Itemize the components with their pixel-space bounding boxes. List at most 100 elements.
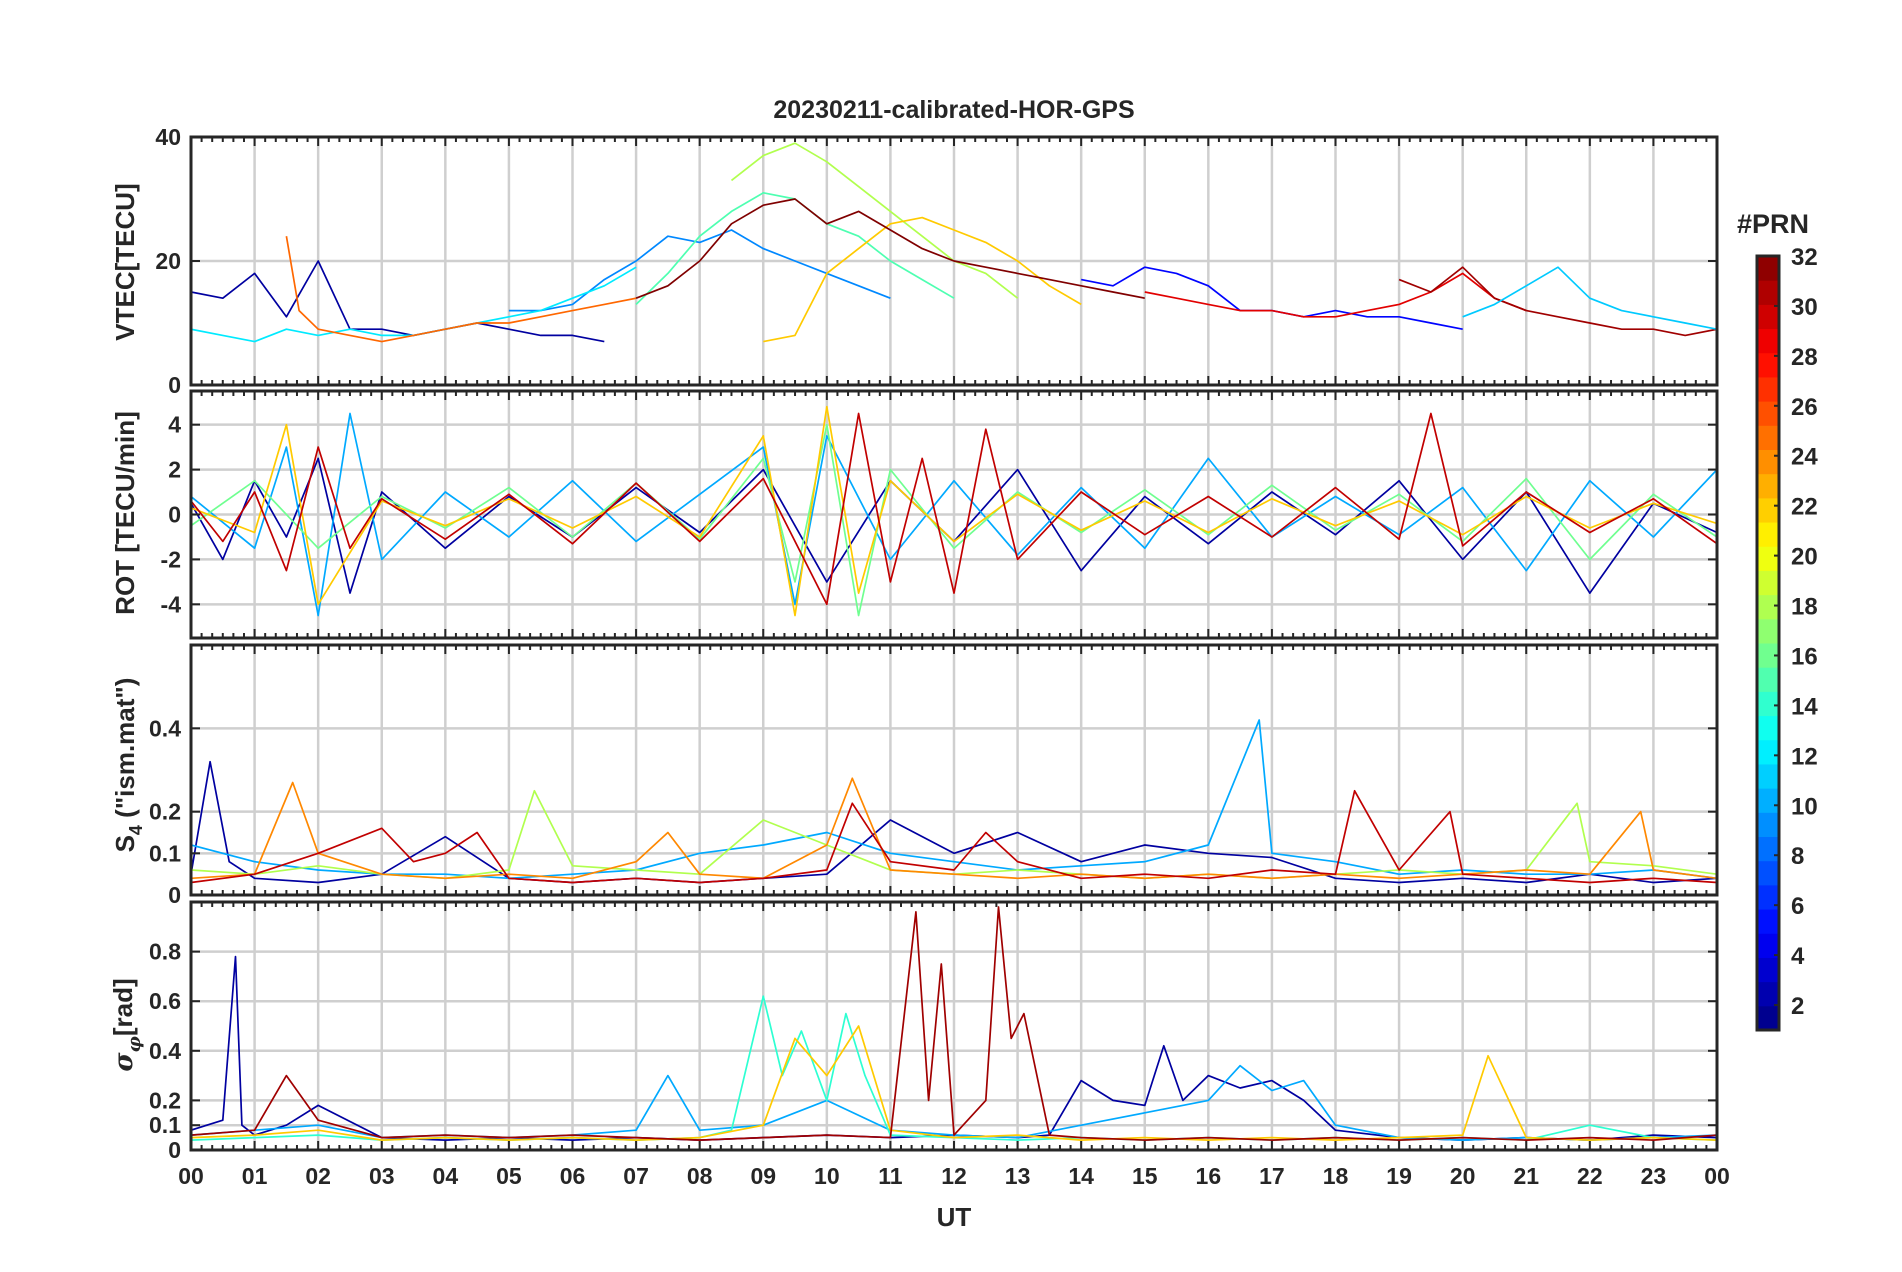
y-axis-label-vtec: VTEC[TECU] [110, 183, 140, 340]
y-tick-label: 0.4 [149, 1038, 181, 1064]
series-prn-2 [191, 760, 1717, 884]
x-tick-label: 00 [1704, 1163, 1730, 1189]
colorbar-swatch [1757, 425, 1779, 450]
y-tick-label: 0 [168, 372, 181, 398]
colorbar-swatch [1757, 352, 1779, 378]
x-tick-label: 17 [1259, 1163, 1285, 1189]
y-tick-label: 0.2 [149, 799, 181, 825]
panel-vtec: 0 20 40 VTEC[TECU] [110, 124, 1719, 398]
x-tick-label: 05 [496, 1163, 522, 1189]
colorbar-swatch [1757, 715, 1779, 741]
y-tick-label: 4 [168, 412, 181, 438]
series-group [191, 719, 1717, 884]
panel-frame [189, 643, 1719, 897]
y-tick-label: 0 [168, 502, 181, 528]
colorbar-swatch [1757, 497, 1779, 523]
colorbar-tick-label: 10 [1791, 793, 1818, 820]
x-tick-label: 07 [623, 1163, 649, 1189]
colorbar-swatch [1757, 280, 1779, 305]
series-group [191, 405, 1717, 617]
colorbar-swatch [1757, 667, 1779, 692]
colorbar-frame [1755, 254, 1781, 1032]
chart-title: 20230211-calibrated-HOR-GPS [773, 96, 1134, 124]
colorbar-swatch [1757, 256, 1779, 281]
colorbar-swatch [1757, 304, 1779, 330]
y-tick-label: 40 [155, 124, 181, 150]
y-axis-label-s4: S4 ("ism.mat") [110, 678, 146, 853]
series-prn-2 [191, 457, 1717, 594]
colorbar-tick-label: 18 [1791, 594, 1818, 621]
colorbar-tick-label: 22 [1791, 494, 1818, 521]
panel-sigma: 00.10.20.40.60.8σφ[rad] [108, 900, 1719, 1163]
y-tick-label: 0.8 [149, 939, 181, 965]
colorbar-swatch [1757, 328, 1779, 354]
series-prn-2 [191, 260, 605, 343]
colorbar-tick-label: 16 [1791, 643, 1818, 670]
colorbar-tick-label: 32 [1791, 244, 1818, 271]
series-prn-24 [191, 777, 1717, 880]
series-prn-16 [191, 423, 1717, 617]
panel-rot: -4 -2 0 2 4 ROT [TECU/min] [110, 389, 1719, 640]
colorbar-tick-label: 2 [1791, 993, 1804, 1020]
panel-s4: 00.10.20.4S4 ("ism.mat") [110, 643, 1719, 908]
colorbar-swatch [1757, 933, 1779, 958]
y-axis-label-part: ("ism.mat") [110, 678, 140, 825]
x-tick-label: 09 [750, 1163, 776, 1189]
x-tick-label: 01 [242, 1163, 268, 1189]
series-prn-10 [191, 719, 1717, 880]
colorbar-swatch [1757, 763, 1779, 789]
x-tick-label: 04 [433, 1163, 459, 1189]
y-axis-label-sigma: σφ[rad] [108, 978, 145, 1071]
colorbar-swatch [1757, 546, 1779, 571]
x-tick-label: 21 [1513, 1163, 1539, 1189]
x-tick-label: 20 [1450, 1163, 1476, 1189]
y-axis-label-part: σ [109, 1052, 139, 1072]
y-tick-label: 20 [155, 248, 181, 274]
x-tick-label: 08 [687, 1163, 713, 1189]
colorbar-tick-label: 24 [1791, 444, 1818, 471]
colorbar-swatch [1757, 788, 1779, 813]
x-tick-label: 12 [941, 1163, 967, 1189]
series-prn-11 [1462, 266, 1717, 331]
x-tick-label: 15 [1132, 1163, 1158, 1189]
panel-frame [189, 900, 1719, 1152]
colorbar-swatch [1757, 449, 1779, 475]
x-tick-label: 16 [1196, 1163, 1222, 1189]
series-prn-22 [191, 1025, 1717, 1141]
series-prn-29 [1144, 272, 1527, 318]
panel-frame [189, 135, 1719, 387]
series-prn-30 [191, 789, 1717, 884]
x-tick-label: 22 [1577, 1163, 1603, 1189]
x-tick-label: 18 [1323, 1163, 1349, 1189]
colorbar-tick-label: 26 [1791, 394, 1818, 421]
y-axis-label-part: φ [124, 1035, 145, 1052]
colorbar-tick-label: 12 [1791, 743, 1818, 770]
series-prn-18 [730, 142, 1019, 299]
y-tick-label: 0.1 [149, 1112, 181, 1138]
colorbar-tick-label: 28 [1791, 344, 1818, 371]
x-tick-label: 10 [814, 1163, 840, 1189]
x-tick-label: 02 [305, 1163, 331, 1189]
colorbar-tick-label: 6 [1791, 893, 1804, 920]
series-prn-10 [191, 412, 1717, 617]
colorbar-swatch [1757, 594, 1779, 620]
y-tick-label: 0.2 [149, 1087, 181, 1113]
y-tick-label: 0.1 [149, 840, 181, 866]
colorbar-swatch [1757, 618, 1779, 644]
x-tick-label: 13 [1005, 1163, 1031, 1189]
x-tick-label: 00 [178, 1163, 204, 1189]
y-tick-label: -2 [161, 546, 181, 572]
colorbar-swatch [1757, 884, 1779, 910]
series-group [191, 142, 1717, 343]
x-axis-label: UT [937, 1202, 972, 1232]
y-axis-label-rot: ROT [TECU/min] [110, 411, 140, 615]
colorbar-swatch [1757, 957, 1779, 983]
colorbar-tick-label: 14 [1791, 693, 1818, 720]
y-tick-label: 2 [168, 457, 181, 483]
colorbar-swatch [1757, 643, 1779, 668]
y-tick-label: 0 [168, 882, 181, 908]
x-tick-label: 23 [1641, 1163, 1667, 1189]
